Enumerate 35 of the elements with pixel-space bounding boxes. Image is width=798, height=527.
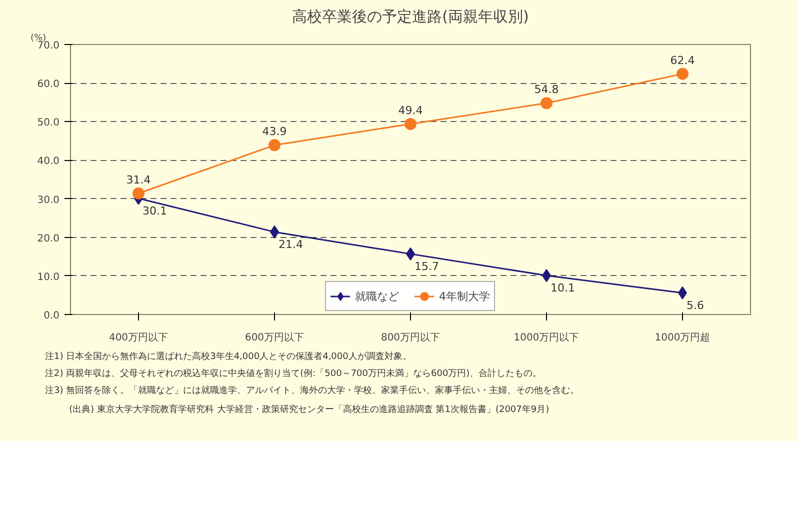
data-label: 15.7 (414, 260, 439, 273)
y-tick-label: 50.0 (37, 118, 60, 129)
data-label: 43.9 (262, 125, 287, 138)
data-label: 21.4 (278, 238, 303, 251)
data-label: 54.8 (534, 83, 559, 96)
y-tick-label: 60.0 (37, 79, 60, 90)
data-label: 30.1 (142, 204, 167, 218)
y-tick-label: 40.0 (37, 156, 60, 168)
point (132, 187, 144, 200)
point (676, 68, 688, 80)
y-tick-label: 70.0 (37, 40, 60, 52)
data-label: 62.4 (670, 54, 695, 67)
legend-label: 4年制大学 (439, 288, 490, 304)
text: 注2) 両親年収は、父母それぞれの税込年収に中央値を割り当て(例:「500～700万円未満」なら600万円)、合計したもの。 (45, 368, 543, 381)
text: (出典) 東京大学大学院教育学研究科 大学経営・政策研究センター「高校生の進路追跡調査 第1次報告書」(2007年9月) (68, 404, 550, 416)
chart-title: 高校卒業後の予定進路(両親年収別) (292, 8, 529, 26)
x-tick-label: 800万円以下 (380, 332, 440, 344)
text: 注1) 日本全国から無作為に選ばれた高校3年生4,000人とその保護者4,000人が調査対象。 (45, 351, 412, 364)
data-label: 49.4 (398, 104, 423, 117)
legend-label: 就職など (355, 288, 399, 304)
point (540, 97, 552, 110)
x-tick-label: 1000万円以下 (514, 332, 580, 344)
data-label: 10.1 (550, 282, 575, 295)
y-tick-label: 10.0 (37, 272, 60, 283)
text: 注3) 無回答を除く。「就職など」には就職進学、アルバイト、海外の大学・学校、家業手伝い、家事手伝い・主婦、その他を含む。 (45, 384, 580, 398)
y-tick-label: 20.0 (37, 233, 60, 244)
data-label: 31.4 (126, 173, 151, 186)
x-tick-label: 600万円以下 (244, 332, 304, 344)
y-tick-label: 30.0 (37, 194, 60, 206)
point (404, 118, 416, 130)
x-tick-label: 1000万円超 (654, 332, 710, 344)
x-tick-label: 400万円以下 (108, 332, 168, 344)
y-tick-label: 0.0 (44, 310, 60, 322)
data-label: 5.6 (686, 298, 704, 312)
point (268, 139, 280, 152)
